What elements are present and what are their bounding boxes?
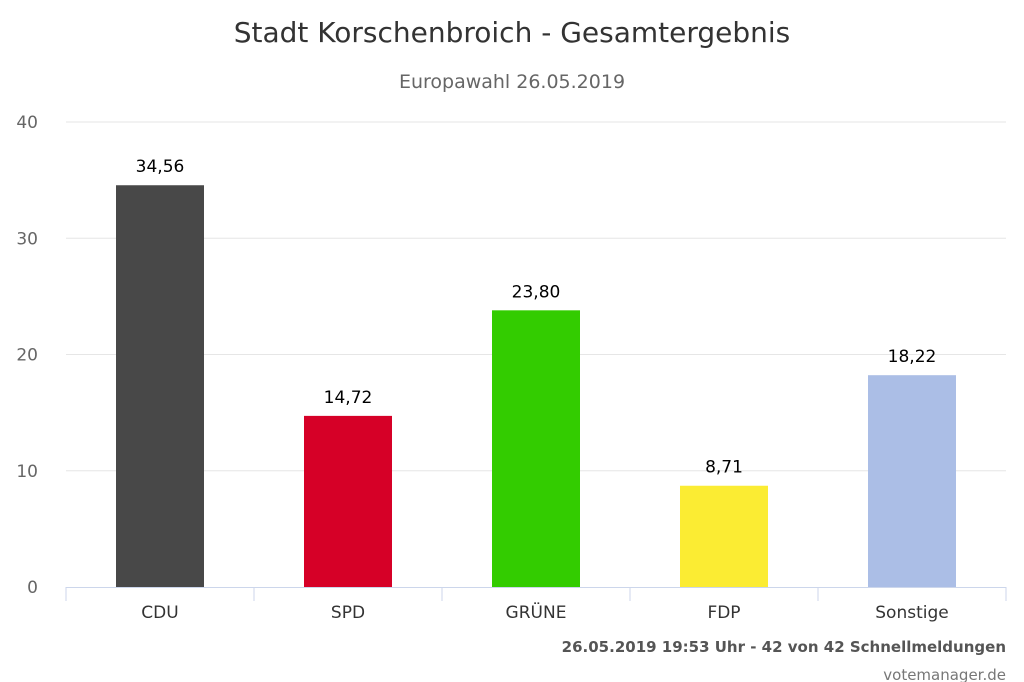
bar-fdp[interactable] (680, 485, 768, 587)
bar-spd[interactable] (304, 415, 392, 587)
x-tick-label: SPD (331, 603, 365, 623)
bars: 34,56 14,72 23,80 8,71 18,22 (116, 157, 956, 588)
bar-sonstige[interactable] (868, 375, 956, 587)
data-label: 14,72 (324, 388, 373, 408)
x-tick-label: FDP (707, 603, 740, 623)
x-tick-label: GRÜNE (506, 601, 567, 623)
data-label: 34,56 (136, 157, 185, 177)
bar-grüne[interactable] (492, 310, 580, 587)
y-tick-label: 0 (27, 578, 38, 598)
y-tick-label: 40 (16, 113, 38, 133)
y-tick-label: 10 (16, 462, 38, 482)
y-tick-label: 30 (16, 229, 38, 249)
data-label: 8,71 (705, 458, 743, 478)
x-tick-label: Sonstige (875, 603, 948, 623)
y-tick-label: 20 (16, 346, 38, 366)
footer-credit: votemanager.de (883, 666, 1006, 682)
x-axis: CDU SPD GRÜNE FDP Sonstige (65, 587, 1007, 623)
chart-subtitle: Europawahl 26.05.2019 (399, 71, 625, 93)
data-label: 18,22 (888, 347, 937, 367)
footer-status: 26.05.2019 19:53 Uhr - 42 von 42 Schnell… (562, 638, 1006, 656)
data-label: 23,80 (512, 282, 561, 302)
bar-cdu[interactable] (116, 185, 204, 588)
x-tick-label: CDU (141, 603, 178, 623)
y-axis: 0 10 20 30 40 (16, 113, 38, 598)
chart-title: Stadt Korschenbroich - Gesamtergebnis (234, 16, 791, 49)
